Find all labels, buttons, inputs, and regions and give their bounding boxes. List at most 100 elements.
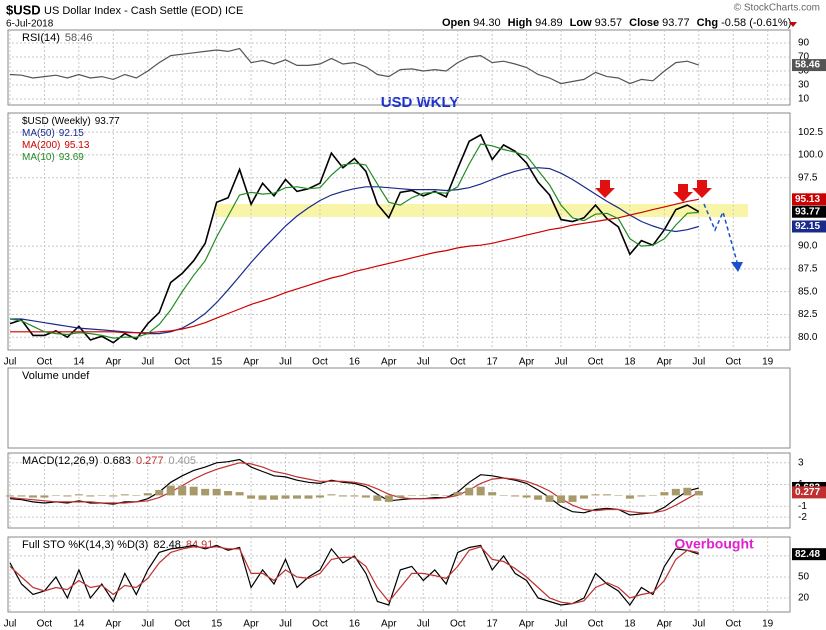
x-tick-label: 18 — [624, 619, 636, 630]
x-tick-label: 14 — [73, 619, 85, 630]
quote-value: 93.57 — [595, 17, 623, 29]
value-tag — [792, 205, 826, 218]
y-tick-label: 87.5 — [798, 264, 818, 275]
histogram-bar — [488, 492, 497, 496]
histogram-bar — [545, 495, 554, 502]
y-tick-label: 10 — [798, 94, 810, 105]
y-tick-label: -1 — [798, 501, 807, 512]
x-tick-label: Oct — [37, 357, 53, 368]
x-tick-label: Apr — [381, 619, 397, 630]
date: 6-Jul-2018 — [6, 19, 54, 30]
histogram-bar — [155, 489, 164, 496]
histogram-bar — [637, 495, 646, 497]
x-tick-label: 14 — [73, 357, 85, 368]
legend-value: 0.277 — [136, 455, 164, 467]
y-tick-label: 85.0 — [798, 286, 818, 297]
histogram-bar — [235, 492, 244, 496]
y-tick-label: 90.0 — [798, 241, 818, 252]
quote-label: Low — [570, 17, 592, 29]
value-tag-text: 95.13 — [795, 194, 820, 205]
y-tick-label: 3 — [798, 457, 804, 468]
legend-value: 0.683 — [103, 455, 131, 467]
volume-panel — [7, 367, 791, 449]
histogram-bar — [293, 495, 301, 499]
panel-title: RSI(14) 58.46 — [22, 32, 92, 44]
histogram-bar — [465, 487, 474, 496]
y-tick-label: 50 — [798, 572, 810, 583]
rsi-panel — [7, 29, 791, 106]
histogram-bar — [17, 495, 26, 497]
legend-value: 0.405 — [168, 455, 196, 467]
y-tick-label: 50 — [798, 66, 810, 77]
support-band — [215, 204, 748, 217]
series-line — [9, 544, 699, 607]
histogram-bar — [304, 495, 313, 499]
quote-label: Chg — [697, 17, 718, 29]
legend-entry: MA(200) 95.13 — [22, 140, 90, 151]
x-tick-label: Jul — [141, 357, 154, 368]
histogram-bar — [247, 495, 256, 499]
y-tick-label: 97.5 — [798, 172, 818, 183]
volume-title: Volume undef — [22, 370, 90, 382]
x-tick-label: Oct — [725, 619, 741, 630]
histogram-bar — [522, 495, 531, 498]
y-tick-label: 90 — [798, 38, 810, 49]
x-tick-label: Jul — [279, 619, 292, 630]
legend-name: $USD (Weekly) — [22, 116, 91, 127]
x-tick-label: Jul — [4, 619, 17, 630]
histogram-bar — [201, 488, 210, 496]
y-tick-label: 70 — [798, 52, 810, 63]
x-tick-label: Apr — [519, 619, 535, 630]
legend-value: 84.91 — [186, 539, 214, 551]
legend-entry: MA(50) 92.15 — [22, 128, 84, 139]
quote-value: 93.77 — [662, 17, 690, 29]
quote-text: Open 94.30 High 94.89 Low 93.57 Close 93.77 Chg -… — [442, 17, 791, 29]
histogram-bar — [350, 495, 359, 497]
price-panel — [7, 112, 791, 351]
series-line — [9, 143, 699, 339]
legend-value: 95.13 — [64, 140, 89, 151]
quote-value: -0.58 (-0.61%) — [721, 17, 791, 29]
annotation: USD WKLY — [381, 94, 460, 111]
macd-panel — [7, 452, 791, 529]
quote-label: Open — [442, 17, 470, 29]
credit: © StockCharts.com — [734, 3, 820, 14]
x-tick-label: Jul — [417, 619, 430, 630]
histogram-bar — [694, 490, 703, 496]
title: MACD(12,26,9) — [22, 455, 98, 467]
histogram-bar — [6, 495, 14, 497]
histogram-bar — [580, 495, 588, 499]
histogram-bar — [683, 487, 692, 496]
x-tick-label: Oct — [37, 619, 53, 630]
quote-row: Open 94.30 High 94.89 Low 93.57 Close 93.77 Chg -… — [442, 17, 791, 29]
x-tick-label: Apr — [519, 357, 535, 368]
x-tick-label: Oct — [725, 357, 741, 368]
histogram-bar — [178, 485, 187, 496]
x-tick-label: Oct — [588, 619, 604, 630]
red-arrows — [595, 180, 712, 202]
legend-value: 92.15 — [59, 128, 84, 139]
x-tick-label: 16 — [349, 357, 361, 368]
histogram-bar — [315, 495, 324, 498]
series-line — [10, 198, 699, 334]
x-tick-label: Apr — [381, 357, 397, 368]
x-tick-label: Oct — [450, 357, 466, 368]
x-tick-label: Apr — [106, 357, 122, 368]
quote-value: 94.30 — [473, 17, 501, 29]
histogram-bar — [568, 495, 577, 502]
histogram-bar — [499, 495, 508, 496]
x-tick-label: Jul — [692, 357, 705, 368]
histogram-bar — [534, 495, 543, 500]
legend-value: 93.77 — [95, 116, 120, 127]
instrument-name: US Dollar Index - Cash Settle (EOD) ICE — [44, 5, 243, 17]
histogram-bar — [430, 494, 439, 496]
x-tick-label: Jul — [417, 357, 430, 368]
panel-title: MACD(12,26,9) 0.683 0.277 0.405 — [22, 455, 196, 467]
annotation: Overbought — [674, 536, 754, 552]
arrow — [595, 180, 615, 198]
x-tick-label: Oct — [450, 619, 466, 630]
histogram-bar — [281, 495, 290, 499]
x-tick-label: 17 — [487, 619, 499, 630]
y-tick-label: 80.0 — [798, 332, 818, 343]
